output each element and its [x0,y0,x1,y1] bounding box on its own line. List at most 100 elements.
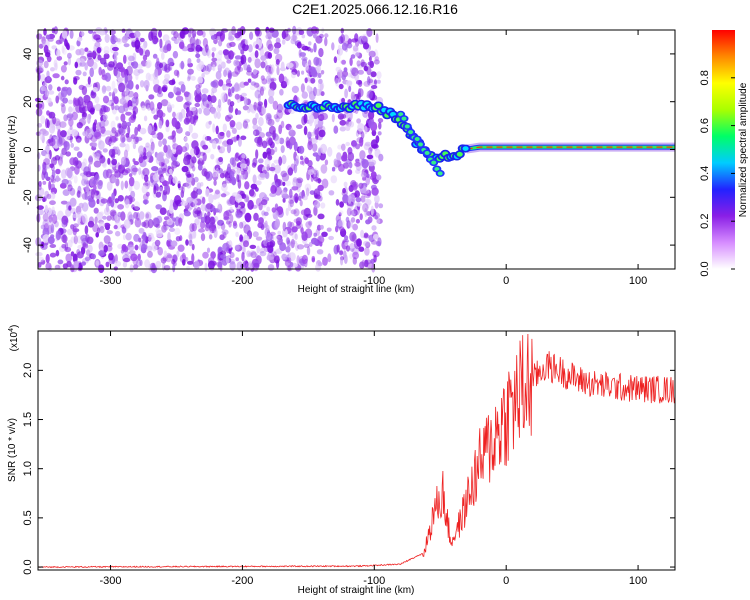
noise-blob [35,103,43,109]
noise-blob [345,216,350,223]
noise-blob [196,182,202,190]
noise-blob [118,123,122,129]
noise-blob [128,214,135,223]
noise-blob [259,251,267,257]
noise-blob [132,110,137,119]
noise-blob [288,126,293,133]
noise-blob [45,262,52,271]
noise-blob [221,144,225,154]
noise-blob [162,34,170,42]
noise-blob [139,80,145,88]
noise-blob [49,192,56,200]
noise-blob [206,63,212,72]
noise-blob [260,86,264,96]
noise-blob [87,76,91,85]
noise-blob [229,252,235,259]
noise-blob [333,125,339,134]
noise-blob [340,33,345,44]
noise-blob [113,51,119,57]
noise-blob [99,226,105,234]
noise-blob [216,31,223,37]
noise-blob [282,181,286,187]
noise-blob [40,73,46,84]
noise-blob [228,50,235,60]
noise-blob [260,223,265,230]
noise-blob [158,62,164,69]
noise-blob [46,70,50,78]
noise-blob [105,203,110,213]
spectrogram-ytick-label: -40 [22,237,34,253]
noise-blob [277,230,282,235]
noise-blob [229,261,236,271]
noise-blob [287,257,292,263]
noise-blob [218,156,224,163]
noise-blob [306,213,313,218]
noise-blob [66,87,72,96]
noise-blob [177,244,185,252]
noise-blob [132,206,140,211]
noise-blob [279,242,286,252]
noise-blob [212,194,218,200]
noise-blob [180,84,186,93]
noise-blob [291,226,298,233]
noise-blob [73,235,78,245]
noise-blob [299,160,304,165]
noise-blob [103,53,110,60]
noise-blob [263,211,269,216]
noise-blob [321,231,328,237]
noise-blob [369,60,375,69]
noise-blob [294,233,298,240]
noise-blob [265,75,272,85]
noise-blob [354,72,359,82]
noise-blob [42,165,47,172]
noise-blob [56,86,61,92]
noise-blob [42,213,49,222]
snr-xtick-label: 100 [629,575,647,587]
noise-blob [183,102,190,110]
noise-blob [288,195,295,201]
noise-blob [72,253,78,263]
noise-blob [195,148,201,159]
noise-blob [181,184,185,194]
noise-blob [102,148,108,153]
noise-blob [331,113,335,123]
noise-blob [118,105,126,114]
noise-blob [55,39,62,45]
noise-blob [180,189,185,198]
noise-blob [189,233,193,243]
noise-blob [370,71,377,78]
noise-blob [220,222,226,231]
noise-blob [360,195,366,203]
noise-blob [123,149,129,159]
noise-blob [178,112,183,122]
noise-blob [327,146,333,157]
noise-blob [156,215,163,224]
noise-blob [46,207,53,216]
noise-blob [112,177,117,183]
noise-blob [370,171,377,179]
spectrogram-ylabel: Frequency (Hz) [7,116,18,185]
noise-blob [50,187,58,195]
noise-blob [138,167,142,176]
noise-blob [186,173,192,178]
noise-blob [261,140,268,149]
noise-blob [274,135,281,145]
noise-blob [194,102,201,108]
noise-blob [93,160,102,168]
noise-blob [118,82,126,93]
noise-blob [40,86,47,92]
noise-blob [61,178,69,185]
noise-blob [196,30,204,36]
noise-blob [204,262,208,272]
noise-blob [347,151,355,162]
noise-blob [192,200,198,209]
noise-blob [143,79,150,89]
noise-blob [51,214,58,225]
noise-blob [349,111,353,121]
noise-blob [89,107,95,115]
noise-blob [55,168,61,175]
noise-blob [360,61,367,68]
noise-blob [253,212,259,222]
noise-blob [247,165,251,175]
noise-blob [99,155,106,164]
